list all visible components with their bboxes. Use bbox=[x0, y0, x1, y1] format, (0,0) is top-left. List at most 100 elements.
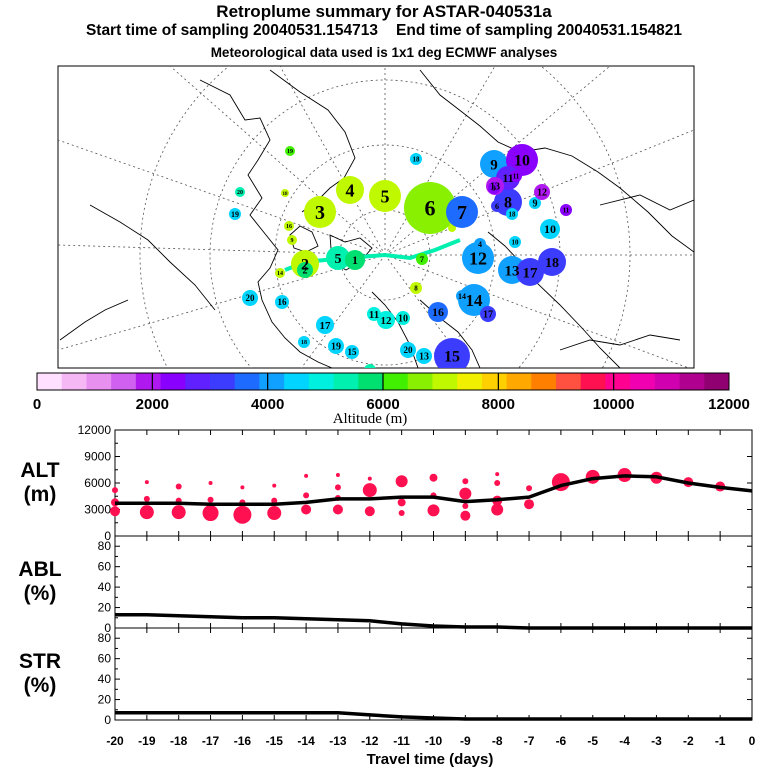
map-cluster-marker bbox=[404, 182, 456, 234]
x-tick-label: -19 bbox=[138, 734, 156, 748]
colorbar-swatch bbox=[135, 373, 161, 390]
colorbar-swatch bbox=[432, 373, 458, 390]
cluster-point bbox=[202, 505, 219, 522]
cluster-point bbox=[112, 487, 118, 494]
x-tick-label: -7 bbox=[524, 734, 535, 748]
cluster-point bbox=[110, 506, 120, 517]
panel-frame bbox=[114, 535, 753, 629]
x-tick-label: -9 bbox=[460, 734, 471, 748]
map-cluster-marker bbox=[345, 250, 365, 270]
colorbar-tick-label: 4000 bbox=[251, 396, 284, 413]
cluster-point bbox=[267, 506, 282, 521]
map-cluster-marker bbox=[560, 204, 572, 216]
map-cluster-label: 17 bbox=[320, 320, 332, 332]
map-cluster-marker bbox=[416, 348, 432, 364]
map-cluster-label: 5 bbox=[335, 252, 342, 267]
colorbar-swatch bbox=[407, 373, 433, 390]
map-cluster-label: 19 bbox=[287, 149, 293, 155]
y-tick-label: 0 bbox=[104, 621, 111, 635]
colorbar-swatch bbox=[383, 373, 409, 390]
map-cluster-label: 18 bbox=[413, 155, 421, 163]
map-cluster-marker bbox=[298, 336, 310, 348]
map-cluster-label: 4 bbox=[478, 240, 482, 249]
colorbar-swatch bbox=[86, 373, 112, 390]
map-cluster-marker bbox=[235, 187, 245, 197]
x-tick-label: -1 bbox=[715, 734, 726, 748]
map-cluster-label: 17 bbox=[483, 310, 493, 321]
map-cluster-label: 8 bbox=[414, 284, 418, 292]
map-cluster-marker bbox=[336, 176, 364, 204]
cluster-point bbox=[427, 504, 440, 517]
map-cluster-label: 10 bbox=[514, 153, 530, 170]
colorbar-swatch bbox=[210, 373, 236, 390]
cluster-point bbox=[362, 483, 377, 498]
map-cluster-label: 14 bbox=[458, 292, 466, 301]
colorbar-swatch bbox=[704, 373, 730, 390]
y-tick-label: 40 bbox=[98, 580, 112, 594]
cluster-point bbox=[397, 498, 406, 507]
map-cluster-marker bbox=[534, 184, 550, 200]
map-cluster-marker bbox=[316, 316, 334, 334]
cluster-point bbox=[395, 475, 408, 488]
cluster-point bbox=[171, 505, 186, 520]
colorbar-tick-label: 2000 bbox=[136, 396, 169, 413]
map-cluster-marker bbox=[281, 189, 289, 197]
map-cluster-label: 15 bbox=[444, 349, 460, 366]
panel-frame bbox=[114, 627, 753, 721]
colorbar-swatch bbox=[457, 373, 483, 390]
x-tick-label: -10 bbox=[425, 734, 443, 748]
colorbar-swatch bbox=[259, 373, 285, 390]
map-cluster-label: 18 bbox=[283, 192, 289, 197]
x-tick-label: -2 bbox=[683, 734, 694, 748]
x-tick-label: -6 bbox=[556, 734, 567, 748]
cluster-point bbox=[398, 510, 405, 517]
map-cluster-marker bbox=[480, 306, 496, 322]
colorbar-swatches bbox=[37, 373, 730, 390]
map-cluster-label: 3 bbox=[492, 184, 496, 192]
map-cluster-label: 9 bbox=[490, 157, 498, 173]
map-cluster-marker bbox=[275, 295, 289, 309]
time-series-panels: 030006000900012000ALT(m)020406080ABL(%)0… bbox=[18, 423, 753, 727]
x-tick-label: -12 bbox=[361, 734, 379, 748]
map-cluster-marker bbox=[474, 238, 486, 250]
map-cluster-label: 8 bbox=[504, 195, 512, 212]
cluster-point bbox=[429, 473, 438, 482]
y-tick-label: 0 bbox=[104, 713, 111, 727]
x-axis-title: Travel time (days) bbox=[367, 751, 494, 768]
map-cluster-label: 16 bbox=[278, 297, 288, 307]
map-cluster-marker bbox=[326, 246, 350, 270]
map-cluster-label: 6 bbox=[425, 196, 436, 221]
map-cluster-marker bbox=[448, 224, 456, 232]
colorbar-ticks: 0 2000 4000 6000 8000 10000 12000 bbox=[33, 373, 750, 413]
y-tick-label: 60 bbox=[98, 652, 112, 666]
map-cluster-label: 13 bbox=[490, 182, 500, 193]
panel-abl: 0 20 40 60 80 ABL(%) bbox=[18, 535, 753, 635]
end-time-label: End time of sampling 20040531.154821 bbox=[396, 22, 683, 39]
colorbar-swatch bbox=[37, 373, 63, 390]
map-cluster-marker bbox=[462, 242, 494, 274]
y-tick-label: 40 bbox=[98, 672, 112, 686]
cluster-point bbox=[462, 502, 469, 509]
y-tick-label: 20 bbox=[98, 601, 112, 615]
map-cluster-label: 20 bbox=[237, 190, 243, 196]
map-cluster-label: 18 bbox=[509, 210, 517, 218]
colorbar-swatch bbox=[580, 373, 606, 390]
map-cluster-marker bbox=[416, 253, 428, 265]
map-cluster-label: 11 bbox=[513, 172, 520, 180]
map-cluster-label: 2 bbox=[301, 257, 309, 274]
map-cluster-marker bbox=[328, 338, 344, 354]
map-cluster-marker bbox=[540, 219, 560, 239]
map-cluster-marker bbox=[284, 221, 294, 231]
map-cluster-marker bbox=[516, 258, 544, 286]
x-tick-label: -20 bbox=[106, 734, 124, 748]
colorbar-swatch bbox=[481, 373, 507, 390]
map-cluster-label: 18 bbox=[301, 340, 307, 346]
plot-title: Retroplume summary for ASTAR-040531a bbox=[216, 2, 552, 21]
map-cluster-label: 6 bbox=[495, 202, 499, 211]
panel-str: 0 20 40 60 80 STR(%) bbox=[19, 627, 753, 727]
map-cluster-marker bbox=[488, 182, 500, 194]
panel-alt: 0 3000 6000 9000 12000 ALT(m) bbox=[20, 423, 753, 543]
colorbar-swatch bbox=[284, 373, 310, 390]
colorbar-swatch bbox=[333, 373, 359, 390]
map-cluster-label: 12 bbox=[469, 248, 487, 268]
